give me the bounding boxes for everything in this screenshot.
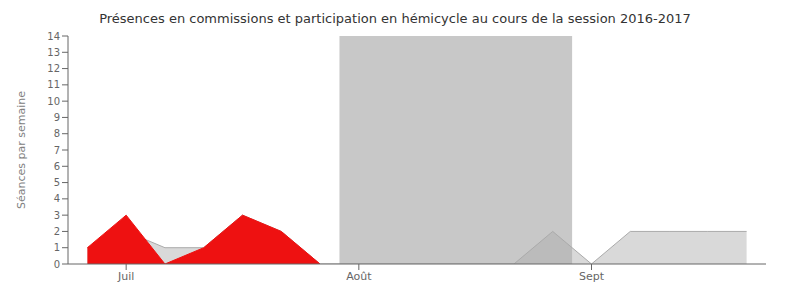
svg-text:14: 14: [47, 31, 60, 42]
svg-text:0: 0: [54, 259, 60, 270]
svg-text:2: 2: [54, 226, 60, 237]
svg-text:11: 11: [47, 79, 60, 90]
svg-text:Séances par semaine: Séances par semaine: [15, 91, 28, 209]
html-text:Présences en commissions et pa: Présences en commissions et participatio…: [99, 11, 691, 26]
svg-text:3: 3: [54, 210, 60, 221]
svg-text:Sept: Sept: [579, 270, 605, 283]
svg-text:12: 12: [47, 63, 60, 74]
svg-text:Août: Août: [346, 270, 372, 283]
svg-text:5: 5: [54, 177, 60, 188]
svg-text:10: 10: [47, 96, 60, 107]
svg-text:1: 1: [54, 242, 60, 253]
svg-text:7: 7: [54, 145, 60, 156]
svg-text:8: 8: [54, 128, 60, 139]
svg-text:13: 13: [47, 47, 60, 58]
svg-text:4: 4: [54, 193, 60, 204]
svg-text:6: 6: [54, 161, 60, 172]
svg-text:9: 9: [54, 112, 60, 123]
svg-text:Juil: Juil: [117, 270, 134, 283]
